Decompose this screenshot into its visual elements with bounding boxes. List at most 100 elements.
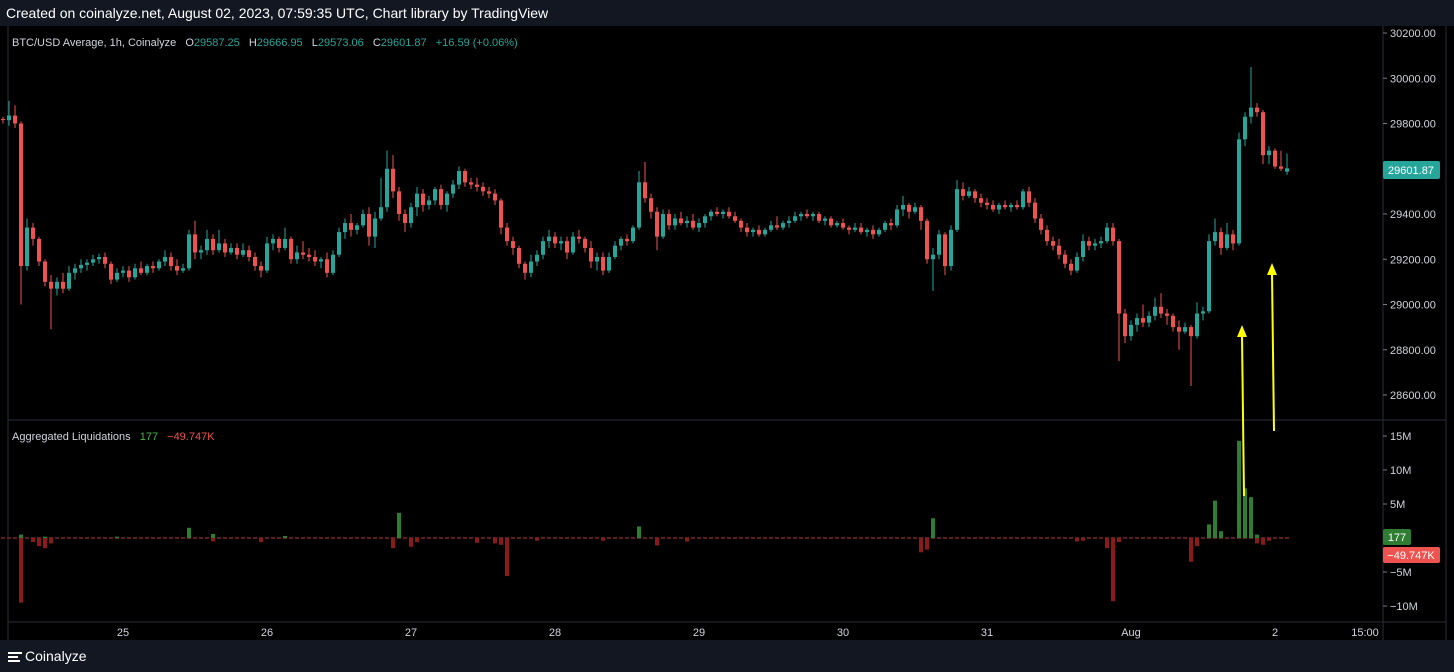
price-axis[interactable]: 30200.0030000.0029800.0029600.0029400.00… bbox=[1383, 28, 1436, 402]
liquidation-legend: Aggregated Liquidations 177 −49.747K bbox=[12, 431, 215, 443]
liq-baseline-bar bbox=[679, 537, 683, 539]
price-axis-label: 29400.00 bbox=[1390, 209, 1436, 221]
liq-baseline-bar bbox=[967, 537, 971, 539]
liq-baseline-bar bbox=[319, 537, 323, 539]
candle-body bbox=[223, 243, 227, 253]
brand-link[interactable]: Coinalyze bbox=[8, 648, 86, 664]
liq-bar-short bbox=[49, 538, 53, 544]
candle-body bbox=[811, 214, 815, 217]
liq-bar-short bbox=[475, 538, 479, 543]
liq-baseline-bar bbox=[1099, 537, 1103, 539]
liq-short-tag bbox=[1383, 547, 1440, 563]
liq-baseline-bar bbox=[853, 537, 857, 539]
candle-body bbox=[799, 214, 803, 217]
liq-baseline-bar bbox=[709, 537, 713, 539]
liq-baseline-bar bbox=[907, 537, 911, 539]
candle-body bbox=[973, 191, 977, 199]
liq-baseline-bar bbox=[577, 537, 581, 539]
liq-baseline-bar bbox=[1201, 537, 1205, 539]
candle-body bbox=[643, 182, 647, 199]
candle-body bbox=[43, 261, 47, 282]
liq-bar-short bbox=[499, 538, 503, 545]
liq-baseline-bar bbox=[745, 537, 749, 539]
liq-baseline-bar bbox=[877, 537, 881, 539]
candle-body bbox=[403, 214, 407, 224]
arrow-2-line bbox=[1271, 273, 1275, 432]
liq-baseline-bar bbox=[271, 537, 275, 539]
chart-area[interactable]: 30200.0030000.0029800.0029600.0029400.00… bbox=[0, 26, 1454, 640]
candle-body bbox=[409, 207, 413, 224]
candle-body bbox=[1261, 112, 1265, 156]
liq-baseline-bar bbox=[769, 537, 773, 539]
candle-body bbox=[907, 204, 911, 212]
candle-body bbox=[1219, 232, 1223, 248]
candle-body bbox=[121, 270, 125, 273]
candle-body bbox=[817, 214, 821, 221]
liq-baseline-bar bbox=[1123, 537, 1127, 539]
liq-baseline-bar bbox=[1135, 537, 1139, 539]
candle-body bbox=[565, 241, 569, 253]
liq-baseline-bar bbox=[265, 537, 269, 539]
candle-body bbox=[685, 220, 689, 224]
candle-body bbox=[727, 211, 731, 217]
liq-baseline-bar bbox=[205, 537, 209, 539]
liquidation-axis[interactable]: 15M 10M 5M −5M −10M bbox=[1383, 431, 1418, 613]
candle-body bbox=[853, 227, 857, 230]
liq-bar-short bbox=[505, 538, 509, 577]
candle-body bbox=[415, 193, 419, 208]
liq-baseline-bar bbox=[901, 537, 905, 539]
time-axis[interactable]: 25 26 27 28 29 30 31 Aug 2 15:00 bbox=[117, 627, 1379, 639]
candle-body bbox=[37, 238, 41, 262]
time-axis-label: 29 bbox=[693, 627, 705, 639]
candle-body bbox=[433, 189, 437, 201]
candle-body bbox=[1129, 324, 1133, 337]
candle-body bbox=[793, 216, 797, 221]
candle-body bbox=[553, 236, 557, 244]
candle-body bbox=[823, 218, 827, 221]
liq-baseline-bar bbox=[1027, 537, 1031, 539]
liq-baseline-bar bbox=[61, 537, 65, 539]
liq-bar-short bbox=[685, 538, 689, 542]
legend-c-label: C bbox=[373, 37, 381, 49]
candle-body bbox=[1027, 191, 1031, 203]
liq-baseline-bar bbox=[1063, 537, 1067, 539]
liq-baseline-bar bbox=[871, 537, 875, 539]
liq-baseline-bar bbox=[661, 537, 665, 539]
candle-body bbox=[955, 189, 959, 230]
liq-baseline-bar bbox=[1231, 537, 1235, 539]
liq-baseline-bar bbox=[961, 537, 965, 539]
candle-body bbox=[1015, 204, 1019, 208]
liq-baseline-bar bbox=[169, 537, 173, 539]
liq-bar-short bbox=[1075, 538, 1079, 542]
liq-baseline-bar bbox=[607, 537, 611, 539]
candle-body bbox=[103, 256, 107, 264]
liq-baseline-bar bbox=[859, 537, 863, 539]
price-axis-label: 30000.00 bbox=[1390, 73, 1436, 85]
liq-baseline-bar bbox=[7, 537, 11, 539]
liq-baseline-bar bbox=[757, 537, 761, 539]
candle-body bbox=[115, 272, 119, 280]
liq-baseline-bar bbox=[787, 537, 791, 539]
liq-baseline-bar bbox=[1057, 537, 1061, 539]
candle-body bbox=[1279, 166, 1283, 169]
legend-symbol: BTC/USD Average, 1h, Coinalyze bbox=[12, 37, 176, 49]
liq-baseline-bar bbox=[1165, 537, 1169, 539]
candle-body bbox=[49, 281, 53, 289]
candle-body bbox=[949, 229, 953, 267]
liq-bar-short bbox=[19, 538, 23, 603]
liq-baseline-bar bbox=[55, 537, 59, 539]
candle-body bbox=[679, 218, 683, 224]
candle-body bbox=[841, 223, 845, 228]
liq-axis-label: 5M bbox=[1390, 499, 1405, 511]
liq-baseline-bar bbox=[343, 537, 347, 539]
liq-bar-long bbox=[1255, 534, 1259, 538]
chart-svg[interactable]: 30200.0030000.0029800.0029600.0029400.00… bbox=[0, 26, 1454, 640]
candle-body bbox=[637, 182, 641, 228]
candle-body bbox=[19, 123, 23, 267]
liq-baseline-bar bbox=[511, 537, 515, 539]
candle-body bbox=[1051, 241, 1055, 246]
liq-baseline-bar bbox=[517, 537, 521, 539]
liq-legend-long: 177 bbox=[140, 431, 158, 443]
legend-h-label: H bbox=[249, 37, 257, 49]
liq-baseline-bar bbox=[847, 537, 851, 539]
